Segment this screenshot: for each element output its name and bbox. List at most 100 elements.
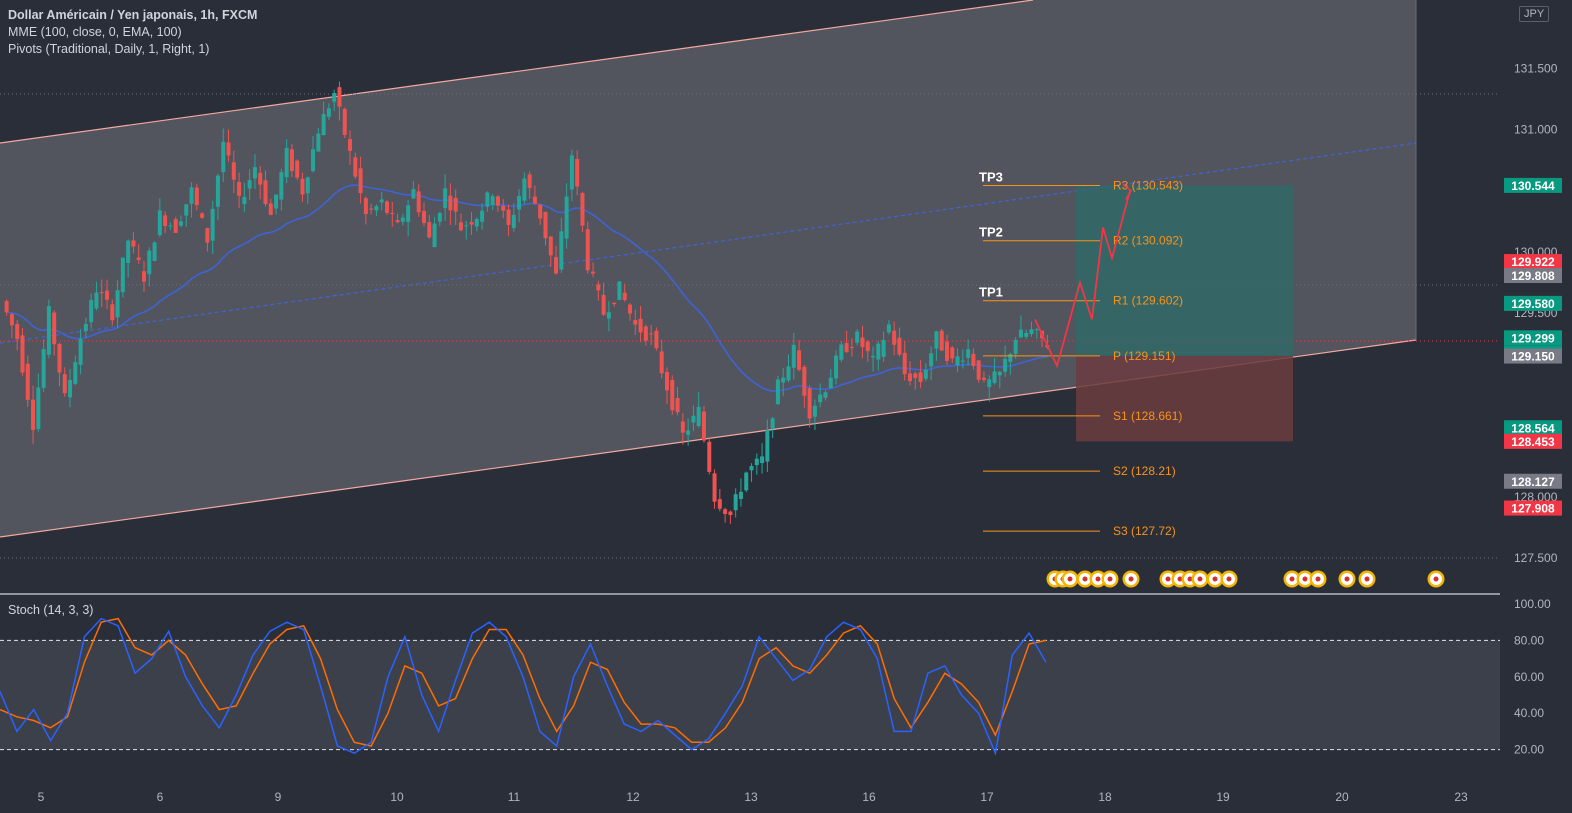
time-tick: 10 (390, 790, 404, 804)
candle-body (252, 167, 257, 179)
stoch-tick: 40.00 (1514, 706, 1544, 720)
candle-body (20, 335, 25, 373)
candle-body (332, 92, 337, 102)
candle-body (46, 306, 51, 355)
pivot-label-r1: R1 (129.602) (1113, 294, 1183, 308)
candle-body (469, 222, 474, 225)
pivots-legend[interactable]: Pivots (Traditional, Daily, 1, Right, 1) (8, 42, 210, 56)
candle-body (601, 294, 606, 315)
candle-body (865, 341, 870, 352)
time-tick: 16 (862, 790, 876, 804)
candle-body (712, 473, 717, 502)
candle-body (205, 228, 210, 243)
candle-body (659, 351, 664, 374)
candle-body (157, 210, 162, 236)
price-label-box (1504, 268, 1562, 284)
channel-fill (0, 0, 1416, 537)
candle-body (443, 188, 448, 209)
candle-body (939, 330, 944, 351)
candle-body (400, 217, 405, 222)
channel-upper-line (0, 0, 1034, 144)
candle-body (406, 205, 411, 222)
candle-body (395, 220, 400, 223)
currency-badge[interactable]: JPY (1519, 6, 1550, 22)
candle-body (437, 213, 442, 222)
event-icon-dot (1212, 576, 1218, 582)
candle-body (337, 87, 342, 107)
candle-body (501, 205, 506, 211)
candle-body (691, 415, 696, 423)
candle-body (559, 231, 564, 270)
event-icon-dot (1067, 576, 1073, 582)
candle-body (348, 139, 353, 151)
candle-body (247, 180, 252, 189)
candle-body (596, 284, 601, 291)
stoch-tick: 60.00 (1514, 670, 1544, 684)
candle-body (987, 379, 992, 387)
chart-title[interactable]: Dollar Américain / Yen japonais, 1h, FXC… (8, 8, 258, 22)
pivot-label-r3: R3 (130.543) (1113, 179, 1183, 193)
candle-body (522, 178, 527, 201)
tp-label-3: TP1 (979, 285, 1003, 300)
candle-body (210, 208, 215, 241)
candle-body (1018, 329, 1023, 338)
candle-body (411, 189, 416, 199)
event-icon-dot (1344, 576, 1350, 582)
stop-zone (1076, 355, 1293, 442)
candle-body (258, 172, 263, 185)
candle-body (976, 360, 981, 380)
candle-body (490, 196, 495, 206)
candle-body (25, 363, 30, 400)
time-tick: 12 (626, 790, 640, 804)
stoch-legend[interactable]: Stoch (14, 3, 3) (8, 603, 94, 617)
candle-body (517, 195, 522, 210)
ema-legend[interactable]: MME (100, close, 0, EMA, 100) (8, 25, 182, 39)
time-tick: 23 (1454, 790, 1468, 804)
candle-body (554, 257, 559, 274)
candle-body (511, 214, 516, 229)
candle-body (379, 199, 384, 203)
candle-body (390, 212, 395, 214)
candle-body (89, 300, 94, 323)
candle-body (52, 312, 57, 345)
pivot-label-s1: S1 (128.661) (1113, 409, 1182, 423)
candle-body (981, 377, 986, 380)
time-tick: 11 (508, 790, 521, 804)
candle-body (654, 330, 659, 349)
candle-body (62, 374, 67, 394)
candle-body (474, 219, 479, 227)
candle-body (300, 178, 305, 195)
candle-body (1013, 339, 1018, 354)
candle-body (178, 221, 183, 226)
candle-body (1034, 329, 1039, 331)
price-tick: 131.000 (1514, 123, 1558, 137)
stoch-tick: 100.00 (1514, 597, 1551, 611)
candle-body (136, 257, 141, 260)
candle-body (73, 362, 78, 384)
candle-body (99, 292, 104, 294)
candle-body (997, 371, 1002, 376)
candle-body (9, 314, 14, 326)
candle-body (289, 149, 294, 172)
price-axis-bg (1500, 0, 1572, 813)
event-icon-dot (1082, 576, 1088, 582)
price-label-box (1504, 500, 1562, 516)
candle-body (696, 406, 701, 426)
candle-body (564, 196, 569, 239)
candle-body (944, 341, 949, 361)
candle-body (680, 421, 685, 433)
candle-body (326, 108, 331, 117)
candle-body (231, 162, 236, 180)
candle-body (543, 211, 548, 239)
candle-body (141, 271, 146, 282)
candle-body (612, 302, 617, 305)
candle-body (760, 456, 765, 464)
candle-body (569, 155, 574, 190)
candle-body (886, 324, 891, 333)
candle-body (284, 148, 289, 178)
projection-arrowhead (1122, 183, 1133, 200)
price-label: 129.922 (1511, 255, 1555, 269)
candle-body (749, 465, 754, 471)
candle-body (786, 366, 791, 381)
